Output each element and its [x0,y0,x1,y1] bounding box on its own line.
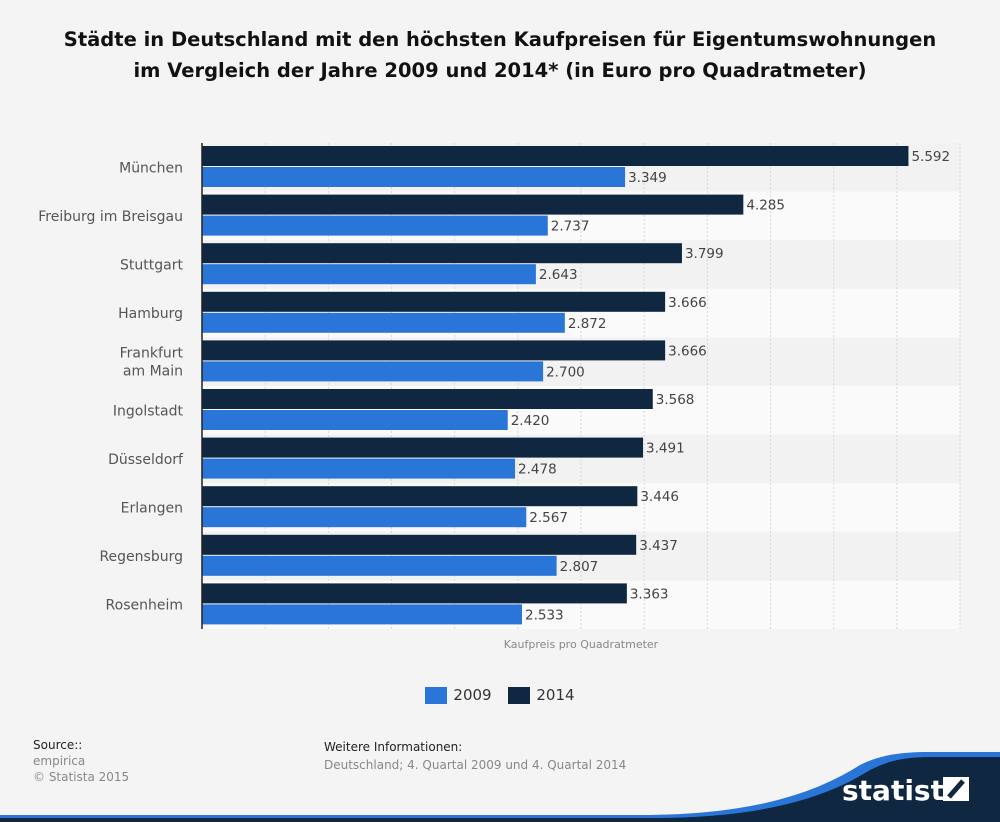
info-value: Deutschland; 4. Quartal 2009 und 4. Quar… [324,758,627,772]
bar-2009 [202,410,508,430]
category-label: Erlangen [121,501,183,517]
data-label: 2.737 [551,219,590,235]
statista-logo-icon [943,777,969,801]
bar-2014 [202,583,627,604]
category-label: Ingolstadt [113,403,184,419]
bar-chart: München 5.592 3.349 Freiburg im Breisgau 4.2… [38,143,961,651]
bar-2009 [202,507,527,528]
source-block: Source:: empirica © Statista 2015 [33,737,129,785]
category-label: Freiburg im Breisgau [38,209,183,225]
category-label: Hamburg [118,306,183,322]
bar-2009 [202,458,516,479]
data-label: 3.446 [640,489,679,505]
bar-2014 [202,194,744,215]
data-label: 3.799 [685,246,724,262]
data-label: 3.491 [646,441,685,457]
category-label: Düsseldorf [108,452,184,468]
bar-2014 [202,534,637,555]
bar-2009 [202,167,626,187]
data-label: 5.592 [911,149,950,165]
category-label: Stuttgart [120,258,183,274]
data-label: 2.700 [546,364,585,380]
category-label: Frankfurt am Main [120,346,184,380]
data-label: 2.478 [518,462,557,478]
info-label: Weitere Informationen: [324,740,463,754]
bar-2014 [202,437,644,458]
legend: 2009 2014 [0,686,1000,708]
data-label: 2.872 [568,316,607,332]
legend-swatch-2009 [425,686,448,704]
bar-2014 [202,486,638,507]
data-label: 3.666 [668,295,707,311]
data-label: 3.437 [639,538,678,554]
data-label: 3.568 [656,392,695,408]
data-label: 2.567 [529,510,568,526]
legend-item-2009[interactable]: 2009 [425,686,492,704]
category-label: Regensburg [99,549,183,565]
x-axis-label: Kaufpreis pro Quadratmeter [504,638,659,651]
bar-2014 [202,389,653,409]
category-label: Rosenheim [106,598,183,614]
legend-label: 2014 [536,686,575,704]
category-label: München [119,160,183,176]
bar-2009 [202,312,565,333]
bar-2014 [202,291,666,312]
data-label: 2.533 [525,607,564,623]
chart-title: Städte in Deutschland mit den höchsten K… [63,28,937,82]
data-label: 3.363 [630,586,669,602]
data-label: 3.349 [628,170,667,186]
source-value: empirica [33,754,86,768]
data-label: 2.643 [539,267,578,283]
bar-2009 [202,264,536,285]
bar-2009 [202,604,523,625]
legend-swatch-2014 [508,686,531,704]
info-block: Weitere Informationen: Deutschland; 4. Q… [324,739,626,773]
statista-logo: statista [842,774,963,807]
data-label: 3.666 [668,343,707,359]
bar-2009 [202,361,544,382]
bar-2009 [202,555,557,576]
bar-2014 [202,243,682,264]
data-label: 2.807 [560,559,599,575]
bar-2009 [202,215,548,236]
bar-2014 [202,340,666,361]
data-label: 4.285 [746,198,785,214]
copyright: © Statista 2015 [33,770,130,784]
legend-item-2014[interactable]: 2014 [508,686,575,704]
legend-label: 2009 [453,686,492,704]
data-label: 2.420 [511,413,550,429]
source-label: Source:: [33,738,83,752]
bar-2014 [202,146,909,166]
